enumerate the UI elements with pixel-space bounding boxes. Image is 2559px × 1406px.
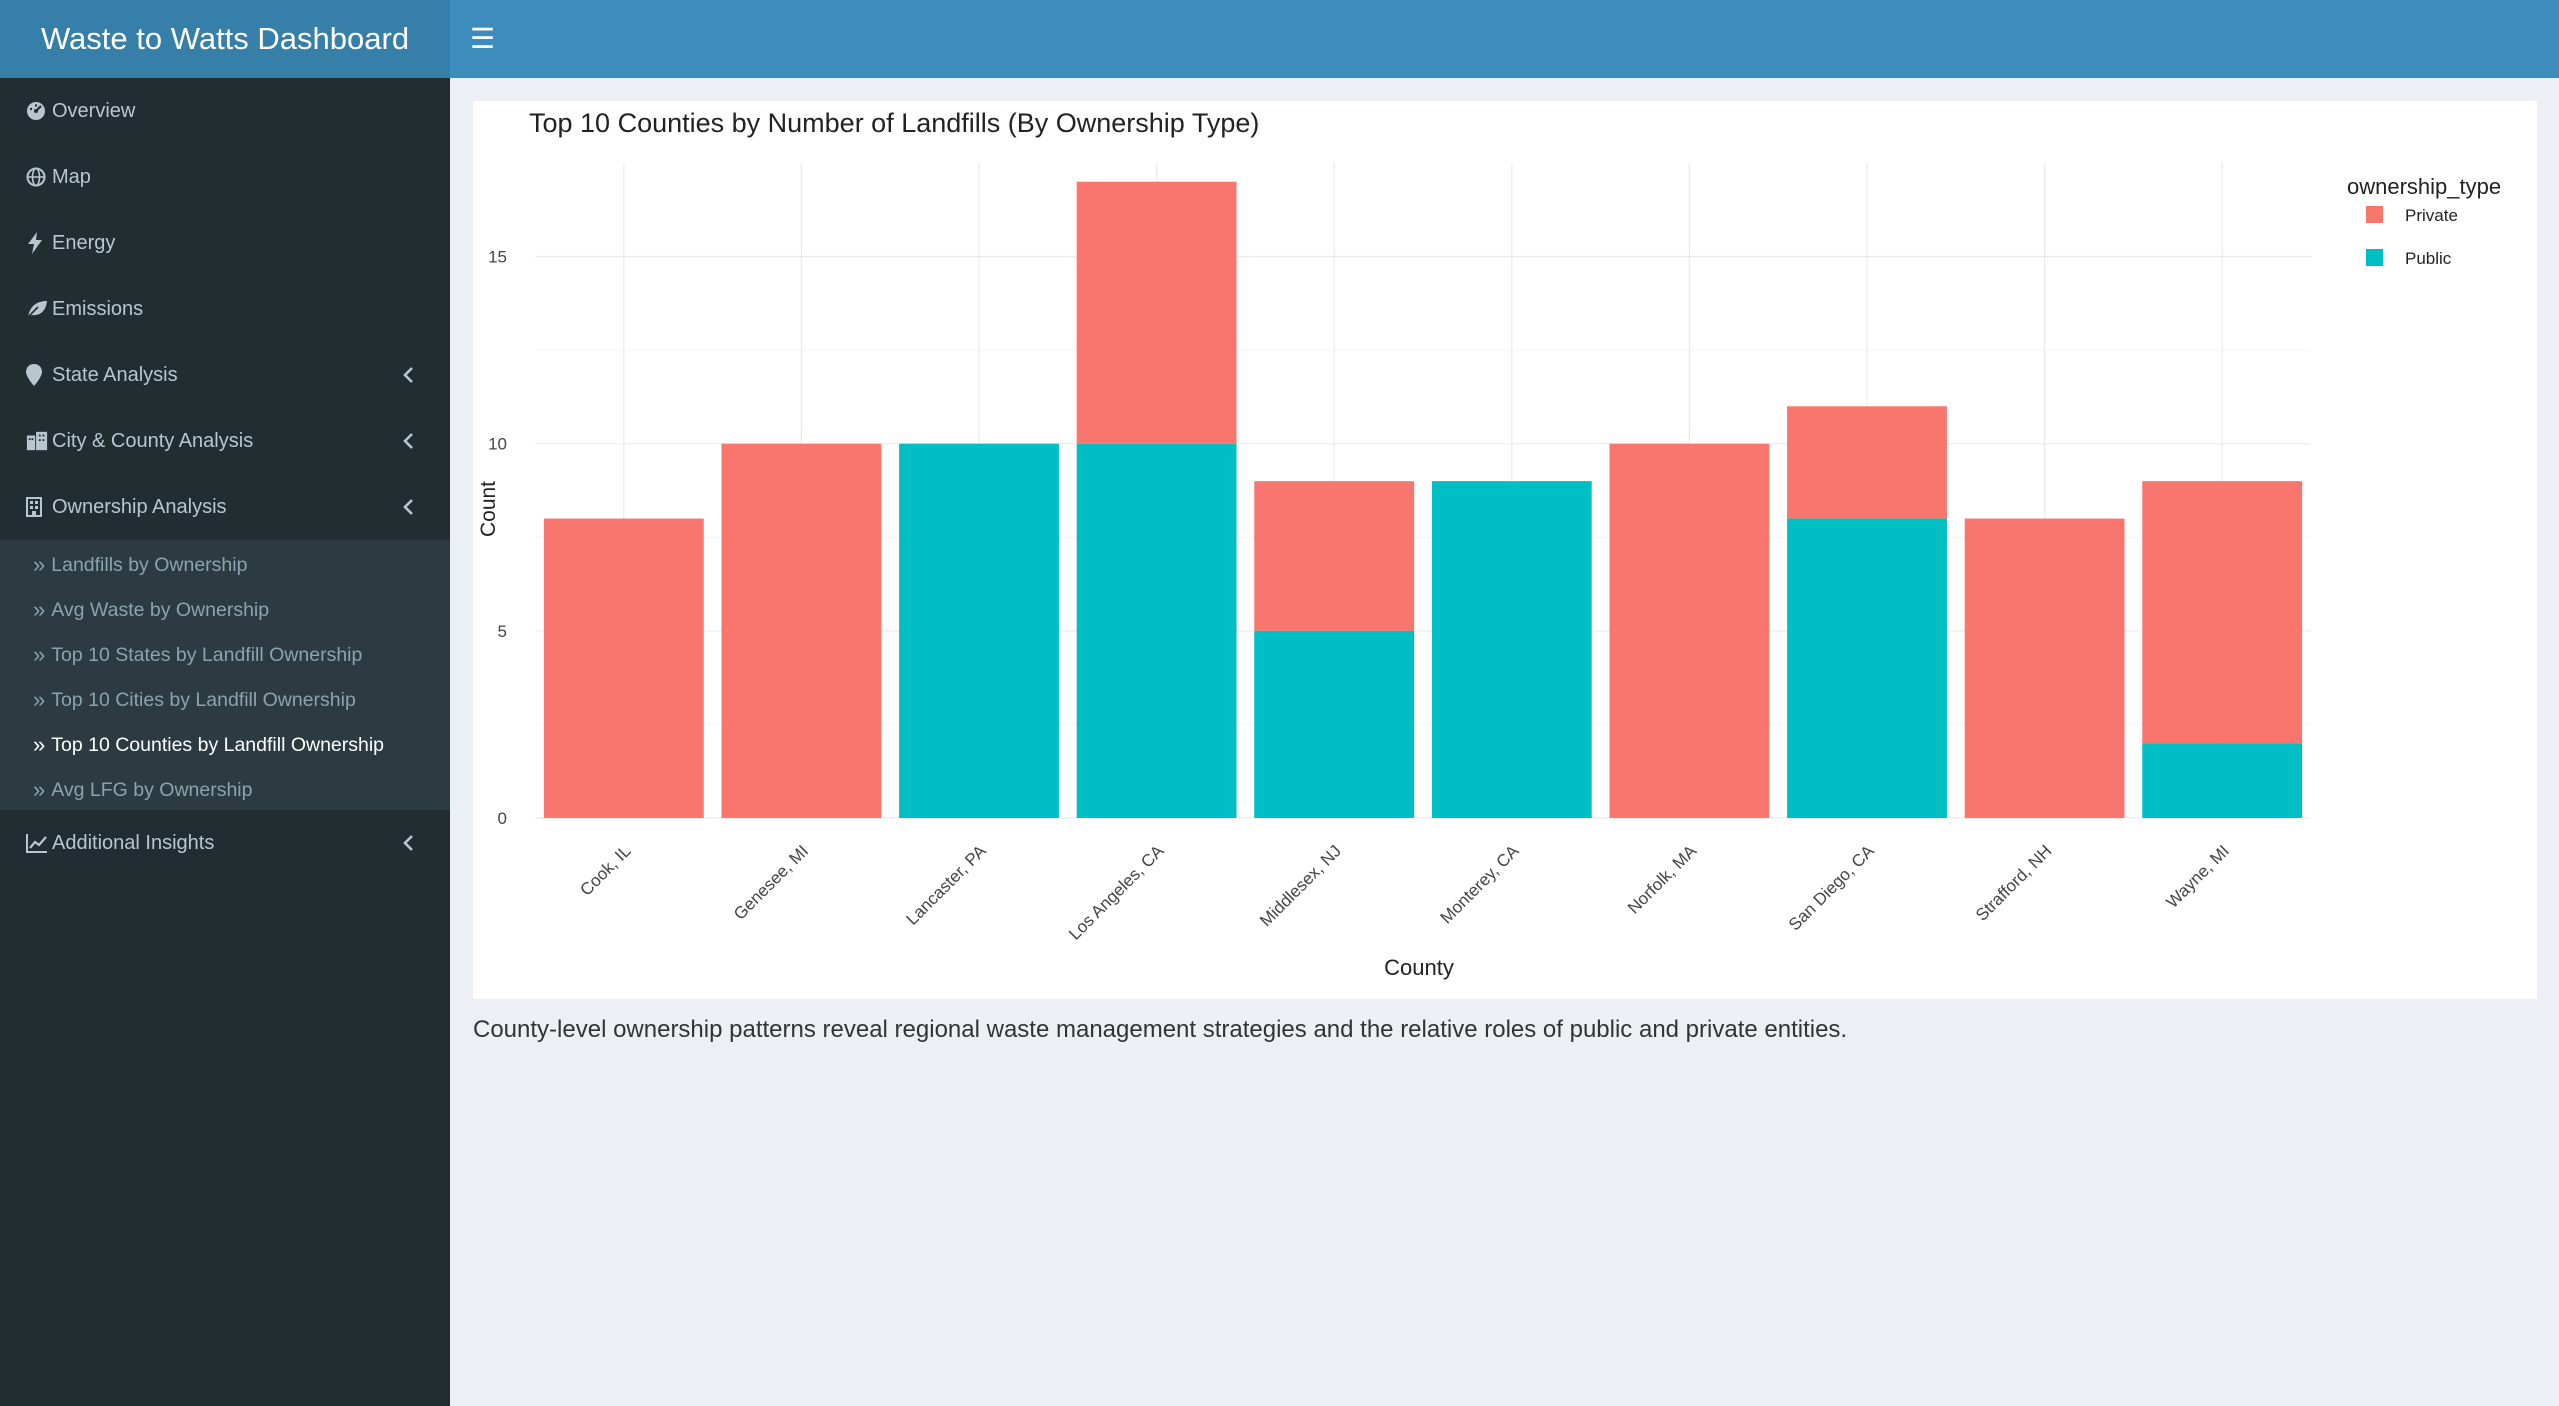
legend-label-private[interactable]: Private <box>2405 206 2458 225</box>
bar-private[interactable] <box>1609 443 1770 818</box>
x-axis-label: County <box>1384 955 1454 980</box>
legend-swatch-public[interactable] <box>2366 249 2383 266</box>
double-angle-right-icon: » <box>33 687 46 712</box>
x-tick-label: Strafford, NH <box>1972 841 2055 924</box>
double-angle-right-icon: » <box>33 732 46 757</box>
sidebar-item-additional-insights[interactable]: Additional Insights <box>0 810 450 876</box>
bolt-icon <box>26 232 48 254</box>
bar-public[interactable] <box>1431 481 1592 818</box>
subitem-top10-states[interactable]: » Top 10 States by Landfill Ownership <box>0 633 450 677</box>
sidebar-item-city-county-analysis[interactable]: City & County Analysis <box>0 408 450 474</box>
sidebar-item-ownership-analysis[interactable]: Ownership Analysis <box>0 474 450 540</box>
bar-private[interactable] <box>1964 518 2125 818</box>
sidebar-item-label: Emissions <box>52 297 144 320</box>
subitem-label: Landfills by Ownership <box>51 553 248 576</box>
sidebar-item-label: Ownership Analysis <box>52 495 227 518</box>
hamburger-icon[interactable]: ☰ <box>470 23 496 54</box>
sidebar-item-label: Additional Insights <box>52 831 215 854</box>
y-axis-label: Count <box>477 481 500 537</box>
subitem-avg-lfg-by-ownership[interactable]: » Avg LFG by Ownership <box>0 768 450 812</box>
line-chart-icon <box>26 833 48 853</box>
tachometer-icon <box>26 101 48 121</box>
double-angle-right-icon: » <box>33 552 46 577</box>
ownership-submenu: » Landfills by Ownership » Avg Waste by … <box>0 540 450 810</box>
leaf-icon <box>26 299 48 319</box>
y-tick-label: 0 <box>498 809 507 828</box>
bar-private[interactable] <box>543 518 704 818</box>
double-angle-right-icon: » <box>33 642 46 667</box>
legend-label-public[interactable]: Public <box>2405 249 2452 268</box>
chart-caption: County-level ownership patterns reveal r… <box>473 1016 1848 1043</box>
x-tick-label: Wayne, MI <box>2163 841 2233 911</box>
subitem-label: Avg LFG by Ownership <box>51 778 253 801</box>
sidebar-item-overview[interactable]: Overview <box>0 78 450 144</box>
x-tick-label: Los Angeles, CA <box>1065 841 1168 944</box>
chevron-left-icon <box>398 832 420 854</box>
chevron-left-icon <box>398 496 420 518</box>
y-tick-label: 15 <box>488 248 507 267</box>
building-icon <box>26 497 48 517</box>
subitem-label: Top 10 States by Landfill Ownership <box>51 643 363 666</box>
bar-public[interactable] <box>1076 443 1237 818</box>
x-tick-label: Middlesex, NJ <box>1256 841 1345 930</box>
chart-panel: Top 10 Counties by Number of Landfills (… <box>473 101 2537 999</box>
legend-swatch-private[interactable] <box>2366 206 2383 223</box>
x-tick-label: Genesee, MI <box>730 841 812 923</box>
sidebar-item-label: Map <box>52 165 91 188</box>
bar-public[interactable] <box>899 443 1059 818</box>
subitem-label: Top 10 Cities by Landfill Ownership <box>51 688 356 711</box>
sidebar-item-emissions[interactable]: Emissions <box>0 276 450 342</box>
sidebar-item-label: State Analysis <box>52 363 178 386</box>
chevron-left-icon <box>398 430 420 452</box>
top-navbar <box>450 0 2559 78</box>
bar-private[interactable] <box>2142 481 2303 744</box>
app-title[interactable]: Waste to Watts Dashboard <box>0 0 450 78</box>
double-angle-right-icon: » <box>33 597 46 622</box>
sidebar-item-state-analysis[interactable]: State Analysis <box>0 342 450 408</box>
bar-public[interactable] <box>2142 743 2303 818</box>
bar-public[interactable] <box>1787 518 1947 818</box>
bar-private[interactable] <box>1254 481 1415 631</box>
sidebar: Overview Map Energy Emissions State Anal… <box>0 78 450 1406</box>
globe-icon <box>26 167 48 187</box>
bar-private[interactable] <box>1076 181 1237 444</box>
sidebar-item-label: City & County Analysis <box>52 429 254 452</box>
y-tick-label: 5 <box>498 622 507 641</box>
double-angle-right-icon: » <box>33 777 46 802</box>
subitem-top10-counties[interactable]: » Top 10 Counties by Landfill Ownership <box>0 723 450 767</box>
x-tick-label: San Diego, CA <box>1785 841 1878 934</box>
city-icon <box>26 431 48 451</box>
chevron-left-icon <box>398 364 420 386</box>
y-tick-label: 10 <box>488 435 507 454</box>
sidebar-item-label: Energy <box>52 231 116 254</box>
bar-private[interactable] <box>721 443 882 818</box>
x-tick-label: Cook, IL <box>576 841 634 899</box>
sidebar-item-label: Overview <box>52 99 136 122</box>
subitem-top10-cities[interactable]: » Top 10 Cities by Landfill Ownership <box>0 678 450 722</box>
subitem-label: Top 10 Counties by Landfill Ownership <box>51 733 385 756</box>
x-tick-label: Monterey, CA <box>1437 841 1523 927</box>
chart-title: Top 10 Counties by Number of Landfills (… <box>529 108 1259 138</box>
bar-private[interactable] <box>1787 406 1947 519</box>
subitem-landfills-by-ownership[interactable]: » Landfills by Ownership <box>0 543 450 587</box>
bar-public[interactable] <box>1254 630 1415 818</box>
map-marker-icon <box>26 364 48 386</box>
legend-title: ownership_type <box>2347 174 2501 199</box>
x-tick-label: Lancaster, PA <box>902 841 990 929</box>
stacked-bar-chart[interactable]: Top 10 Counties by Number of Landfills (… <box>473 101 2537 999</box>
sidebar-item-energy[interactable]: Energy <box>0 210 450 276</box>
sidebar-item-map[interactable]: Map <box>0 144 450 210</box>
subitem-avg-waste-by-ownership[interactable]: » Avg Waste by Ownership <box>0 588 450 632</box>
x-tick-label: Norfolk, MA <box>1624 841 1701 918</box>
subitem-label: Avg Waste by Ownership <box>51 598 270 621</box>
